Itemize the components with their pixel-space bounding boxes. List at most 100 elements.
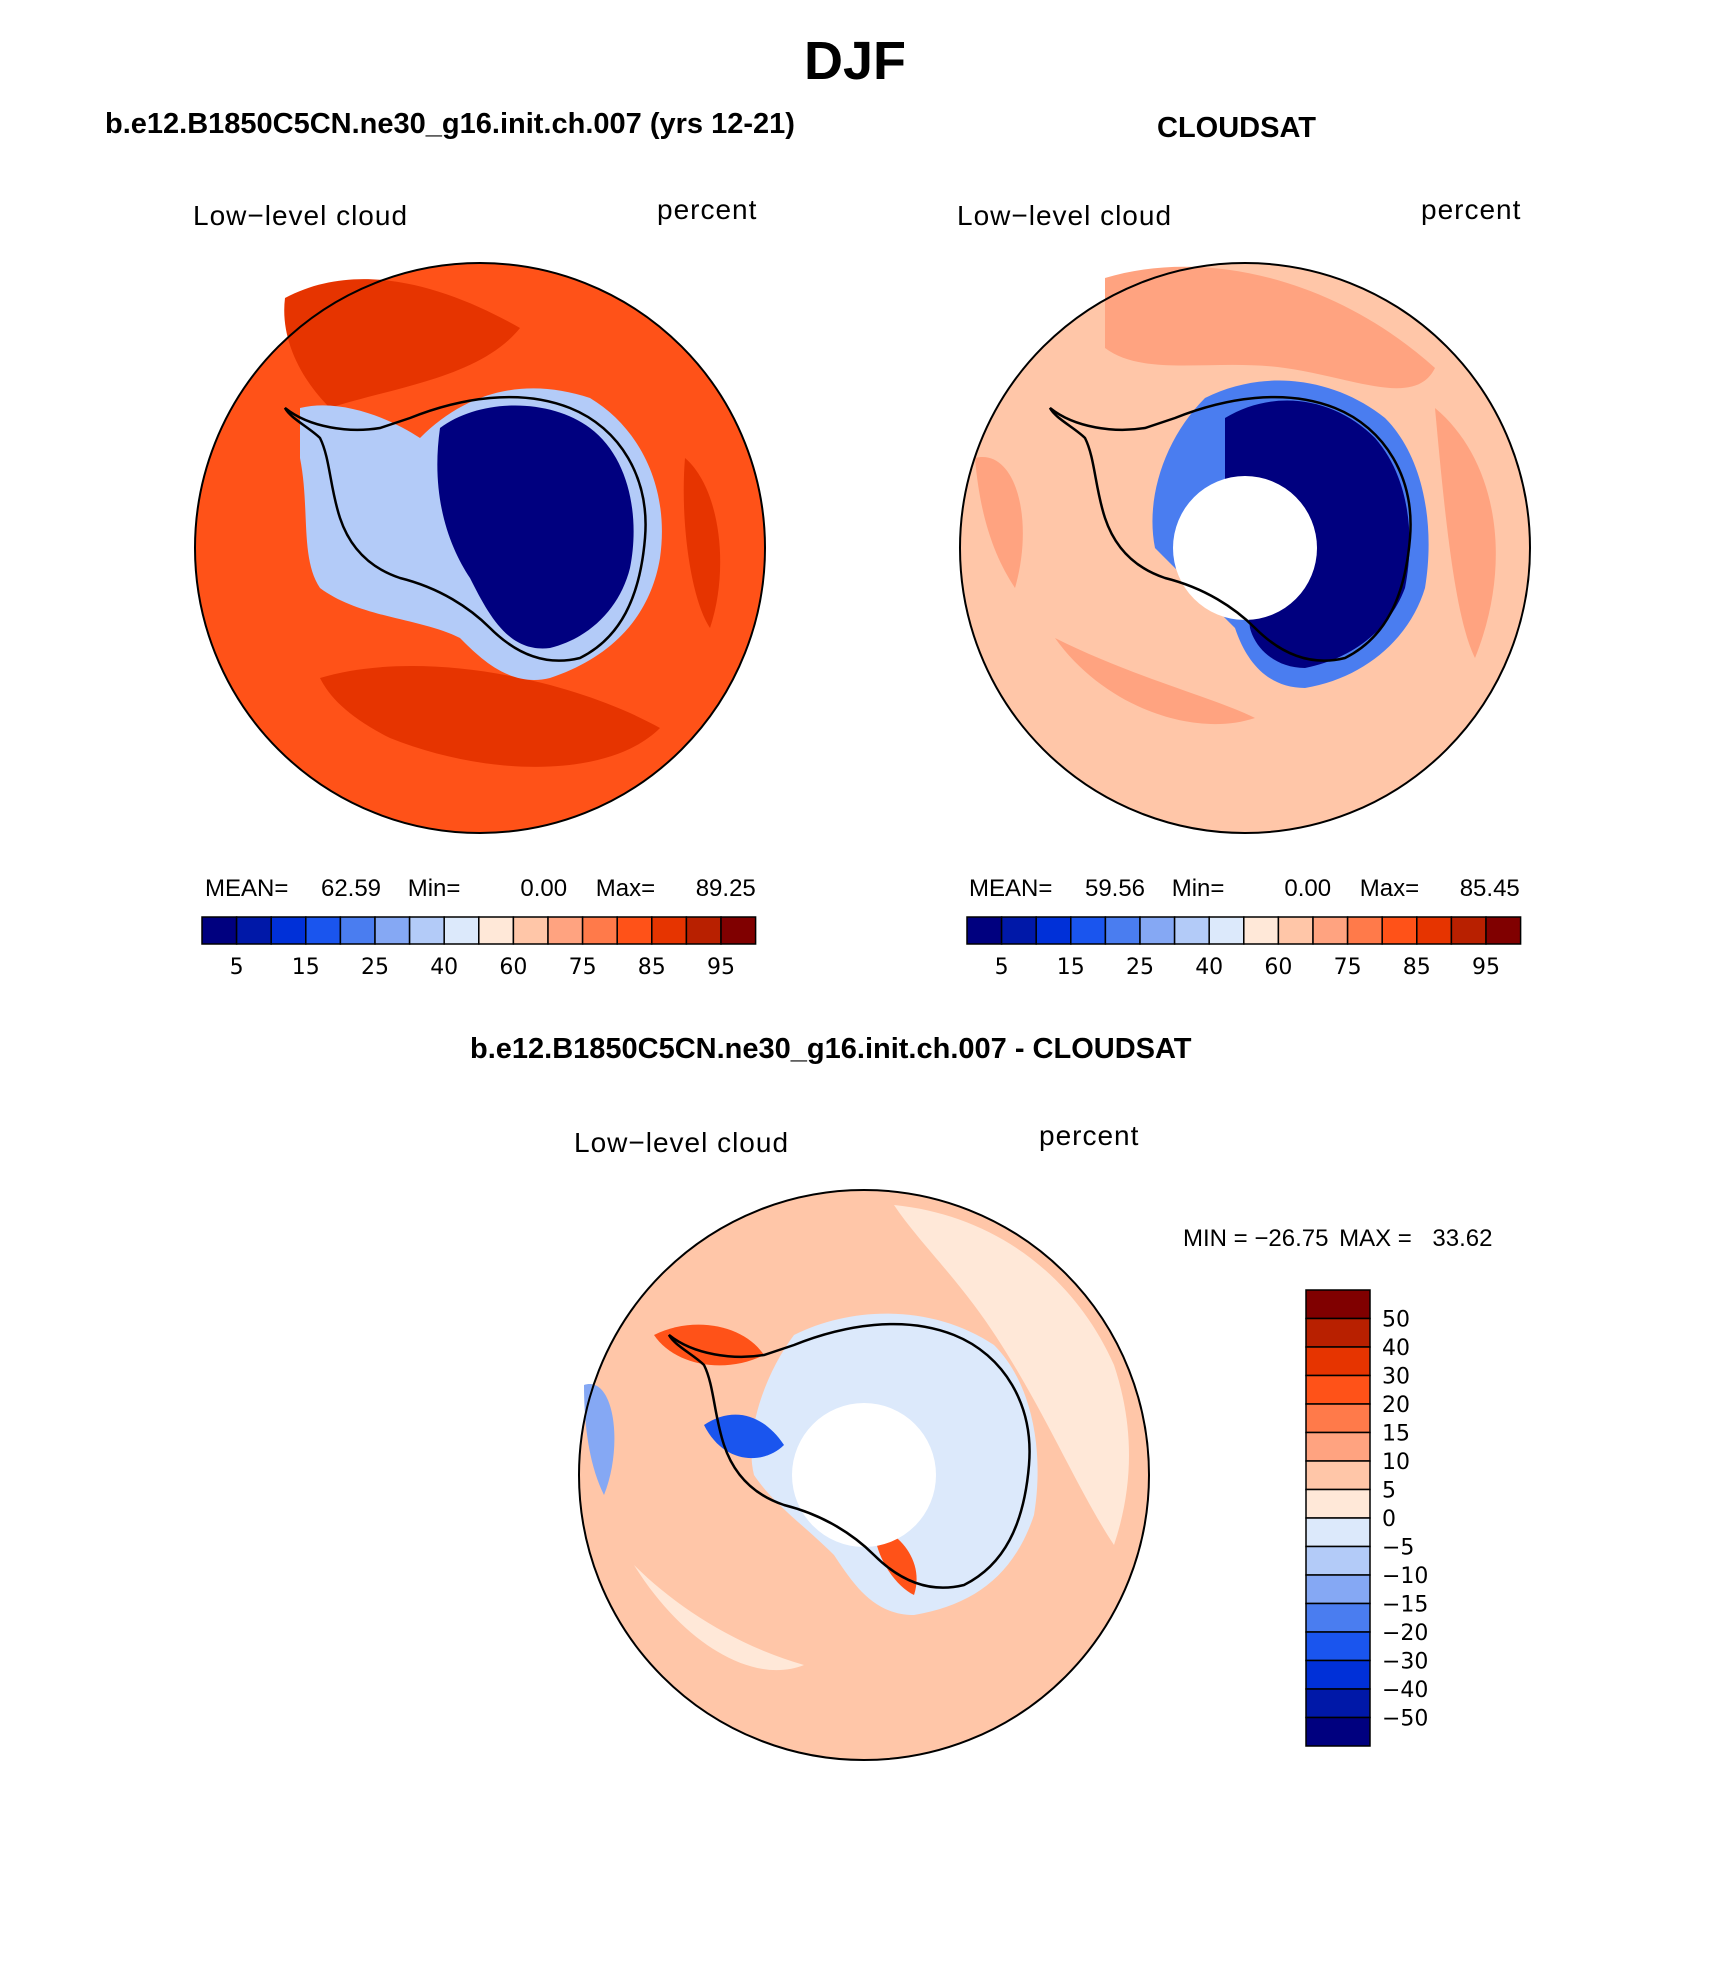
panel-1-map-boundary [194, 262, 766, 834]
panel-1-mean-value: 62.59 [320, 875, 382, 902]
colorbar-tick-label: 85 [1403, 955, 1431, 980]
colorbar-box [408, 916, 445, 945]
panel-2-enhanced-band-north [1105, 266, 1435, 389]
colorbar-tick-label: −5 [1382, 1536, 1414, 1561]
panel-3-min-value: −26.75 [1254, 1225, 1329, 1252]
panel-2-units: percent [1421, 194, 1522, 225]
colorbar-tick-label: 15 [1382, 1422, 1410, 1447]
panel-3-units: percent [1039, 1120, 1140, 1151]
colorbar-tick-label: 85 [638, 955, 666, 980]
panel-2-mean-label: MEAN= [969, 875, 1053, 902]
colorbar-box [1173, 916, 1210, 945]
colorbar-tick-label: 20 [1382, 1393, 1410, 1418]
colorbar-box [1104, 916, 1141, 945]
colorbar-box [1277, 916, 1314, 945]
panel-3-positive-bias-region [654, 1324, 764, 1366]
panel-2-min-value: 0.00 [1284, 875, 1332, 902]
colorbar-box [235, 916, 272, 945]
panel-2-max-value: 85.45 [1459, 875, 1520, 902]
colorbar-box [1305, 1488, 1371, 1519]
colorbar-tick-label: 30 [1382, 1365, 1410, 1390]
colorbar-tick-label: 95 [707, 955, 735, 980]
colorbar-tick-label: 50 [1382, 1308, 1410, 1333]
colorbar-box [443, 916, 480, 945]
panel-1-antarctica-coastline [283, 395, 647, 662]
panel-2-polar-map [959, 262, 1531, 834]
colorbar-box [1305, 1460, 1371, 1491]
colorbar-box [1305, 1289, 1371, 1320]
panel-3-polar-map [578, 1189, 1150, 1761]
colorbar-box [720, 916, 757, 945]
colorbar-box [1305, 1545, 1371, 1576]
panel-2-max-label: Max= [1359, 875, 1420, 902]
colorbar-tick-label: −15 [1382, 1593, 1428, 1618]
colorbar-box [1305, 1631, 1371, 1662]
colorbar-tick-label: 60 [499, 955, 527, 980]
panel-3-max-label: MAX = [1339, 1225, 1412, 1252]
colorbar-box [1208, 916, 1245, 945]
figure-title: DJF [803, 31, 906, 91]
colorbar-box [1035, 916, 1072, 945]
colorbar-tick-label: 40 [1382, 1336, 1410, 1361]
panel-1-title: b.e12.B1850C5CN.ne30_g16.init.ch.007 (yr… [105, 108, 795, 140]
colorbar-box [1305, 1346, 1371, 1377]
panel-2-antarctica-coastline [1048, 395, 1412, 662]
colorbar-box [1450, 916, 1487, 945]
colorbar-box [1416, 916, 1453, 945]
colorbar-tick-label: 5 [995, 955, 1009, 980]
panel-3-variable: Low−level cloud [574, 1127, 790, 1158]
panel-1-units: percent [657, 194, 758, 225]
colorbar-tick-label: 0 [1382, 1507, 1396, 1532]
colorbar-tick-label: −50 [1382, 1707, 1428, 1732]
colorbar-box [616, 916, 653, 945]
colorbar-box [1312, 916, 1349, 945]
colorbar-box [1305, 1659, 1371, 1690]
colorbar-tick-label: 25 [1126, 955, 1154, 980]
colorbar-tick-label: 15 [1057, 955, 1085, 980]
colorbar-box [512, 916, 549, 945]
panel-2-mean-value: 59.56 [1084, 875, 1146, 902]
colorbar-box [547, 916, 584, 945]
colorbar-tick-label: 15 [292, 955, 320, 980]
colorbar-box [1305, 1688, 1371, 1719]
colorbar-tick-label: 5 [1382, 1479, 1396, 1504]
colorbar-box [1000, 916, 1037, 945]
panel-2-title: CLOUDSAT [1157, 112, 1316, 144]
panel-1-polar-map [194, 262, 766, 834]
colorbar-box [1305, 1431, 1371, 1462]
panel-3-min-label: MIN = [1183, 1225, 1248, 1252]
panel-3-missing-data-pole [792, 1403, 936, 1547]
colorbar-tick-label: −30 [1382, 1650, 1428, 1675]
panel-1-low-cloud-minimum [437, 405, 634, 649]
colorbar-box [339, 916, 376, 945]
panel-2-variable: Low−level cloud [957, 200, 1173, 231]
panel-1-high-cloud-band-south [320, 666, 660, 767]
colorbar-box [1305, 1716, 1371, 1747]
colorbar-box [1305, 1602, 1371, 1633]
colorbar-tick-label: 75 [1334, 955, 1362, 980]
colorbar-box [1070, 916, 1107, 945]
colorbar-tick-label: 40 [430, 955, 458, 980]
panel-2-enhanced-band-west [975, 457, 1023, 588]
colorbar-tick-label: 75 [569, 955, 597, 980]
panel-3-max-value: 33.62 [1432, 1225, 1493, 1252]
panel-2-min-label: Min= [1171, 875, 1225, 902]
panel-2-enhanced-band-south [1055, 638, 1255, 725]
colorbar-box [1305, 1317, 1371, 1348]
panel-1-colorbar: 5 15 25 40 60 75 85 95 [201, 916, 757, 980]
colorbar-tick-label: 60 [1264, 955, 1292, 980]
panel-3-map-boundary [578, 1189, 1150, 1761]
panel-3-negative-bias-west [584, 1384, 615, 1495]
panel-1-max-label: Max= [595, 875, 656, 902]
panel-2-colorbar: 5 15 25 40 60 75 85 95 [966, 916, 1522, 980]
colorbar-box [581, 916, 618, 945]
panel-3-antarctica-coastline [667, 1322, 1031, 1589]
colorbar-box [478, 916, 515, 945]
colorbar-tick-label: 40 [1195, 955, 1223, 980]
panel-2-enhanced-band-east [1435, 408, 1496, 658]
panel-2-map-boundary [959, 262, 1531, 834]
colorbar-box [1346, 916, 1383, 945]
panel-1-high-cloud-band-east [683, 458, 721, 628]
colorbar-box [966, 916, 1003, 945]
